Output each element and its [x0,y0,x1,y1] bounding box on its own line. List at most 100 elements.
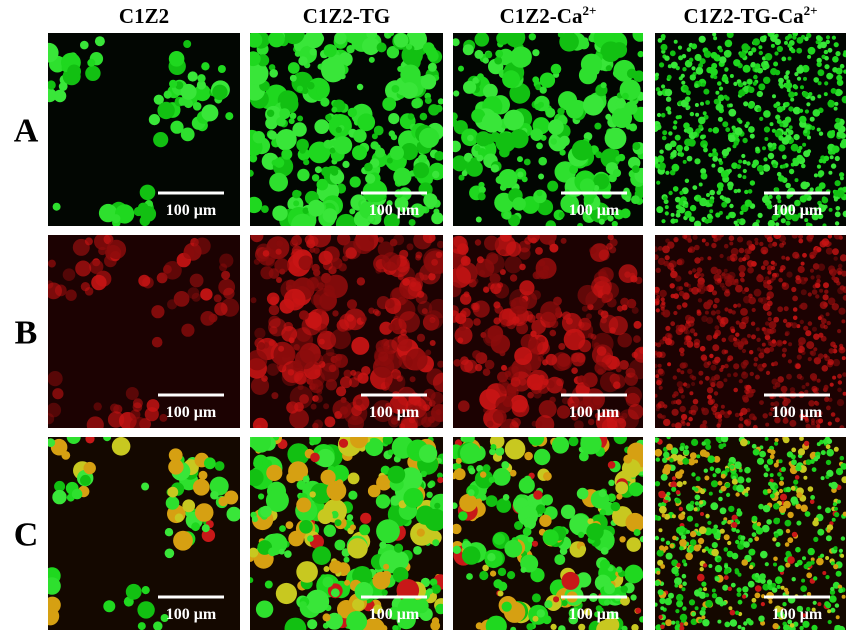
droplet [803,193,809,199]
droplet [663,418,671,427]
droplet [544,600,553,609]
droplet [160,614,169,622]
droplet [334,354,348,368]
droplet [571,412,579,421]
droplet [669,464,676,471]
droplet [764,53,773,61]
droplet [330,168,339,176]
droplet [689,539,697,546]
droplet [746,161,751,166]
droplet [458,323,467,331]
droplet [707,213,713,219]
droplet [686,515,694,522]
droplet [786,271,793,278]
droplet [415,505,436,525]
droplet [826,405,831,411]
droplet [831,303,839,311]
droplet [502,70,521,89]
droplet [778,488,784,494]
droplet [786,451,794,458]
droplet [736,592,742,597]
droplet [777,472,782,477]
droplet [805,330,812,337]
droplet [678,506,684,512]
droplet [722,584,729,591]
droplet [680,352,685,357]
droplet [710,310,717,316]
droplet [180,127,195,142]
droplet [735,332,740,337]
droplet [594,412,601,419]
droplet [834,506,838,511]
droplet [526,623,534,630]
droplet [714,297,720,304]
droplet [390,495,401,506]
droplet [685,383,691,389]
droplet [698,618,703,623]
droplet [558,211,565,218]
droplet [802,252,807,258]
droplet [823,49,829,55]
droplet [776,204,783,211]
scale-bar-label: 100 μm [166,606,217,623]
droplet [504,255,523,274]
droplet [501,601,512,612]
droplet [91,274,107,291]
droplet [535,84,542,91]
droplet [839,172,845,178]
droplet [754,374,760,380]
droplet [656,377,663,385]
row-label: B [15,315,38,352]
droplet [692,398,699,405]
droplet [350,524,356,531]
droplet [793,92,798,96]
droplet [420,470,427,478]
droplet [252,131,265,144]
droplet [421,308,428,315]
droplet [753,356,759,362]
droplet [765,467,770,472]
droplet [801,163,806,169]
droplet [741,559,748,566]
droplet [677,258,685,266]
droplet [728,103,733,108]
droplet [655,72,660,77]
droplet [468,467,476,475]
droplet [313,288,337,312]
droplet [384,298,395,309]
droplet [781,241,787,246]
droplet [746,486,750,491]
droplet [679,347,685,354]
droplet [693,507,698,512]
droplet [724,363,729,369]
droplet [269,172,288,192]
droplet [417,396,433,411]
droplet [607,493,616,503]
droplet [757,67,764,74]
droplet [712,344,720,352]
droplet [624,564,643,584]
droplet [482,57,489,64]
droplet [711,528,718,534]
droplet [742,586,749,593]
droplet [807,547,815,556]
droplet [744,418,752,426]
droplet [788,106,794,112]
droplet [756,521,762,527]
droplet [811,385,818,392]
droplet [313,33,325,45]
droplet [192,102,202,111]
droplet [257,342,266,350]
droplet [688,270,693,275]
droplet [768,321,777,329]
droplet [735,539,740,545]
droplet [770,34,778,42]
droplet [173,291,190,307]
droplet [196,80,206,90]
droplet [728,134,736,143]
droplet [191,292,201,302]
droplet [657,246,663,251]
droplet [268,130,277,140]
droplet [806,235,811,240]
droplet [692,235,698,240]
